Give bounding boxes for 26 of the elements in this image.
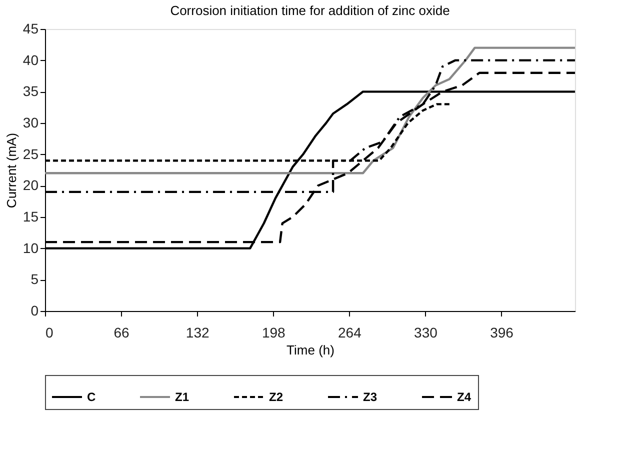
chart-title: Corrosion initiation time for addition of zinc oxide xyxy=(170,3,450,18)
x-axis-title: Time (h) xyxy=(286,342,334,358)
y-tick-label: 15 xyxy=(22,208,39,224)
x-tick-label: 0 xyxy=(46,324,54,340)
y-tick-label: 25 xyxy=(22,146,39,162)
x-tick-label: 396 xyxy=(490,324,514,340)
legend-label: Z3 xyxy=(363,390,378,404)
legend-label: Z1 xyxy=(175,390,190,404)
legend-label: Z2 xyxy=(269,390,284,404)
line-series xyxy=(44,46,576,174)
x-tick-label: 66 xyxy=(114,324,130,340)
x-tick-label: 132 xyxy=(186,324,210,340)
y-tick-label: 10 xyxy=(22,240,39,256)
y-tick-label: 20 xyxy=(22,177,39,194)
y-tick-label: 45 xyxy=(22,20,39,36)
y-axis-title: Current (mA) xyxy=(4,132,19,208)
y-tick-label: 40 xyxy=(22,52,39,68)
y-tick-label: 30 xyxy=(22,114,39,130)
y-tick-label: 0 xyxy=(30,302,39,318)
y-tick-label: 5 xyxy=(30,271,39,288)
legend-label: Z4 xyxy=(457,390,472,404)
x-tick-label: 264 xyxy=(338,324,362,340)
y-tick-label: 35 xyxy=(22,83,39,100)
x-tick-label: 198 xyxy=(262,324,286,340)
legend-label: C xyxy=(87,390,96,404)
x-tick-label: 330 xyxy=(414,324,438,340)
